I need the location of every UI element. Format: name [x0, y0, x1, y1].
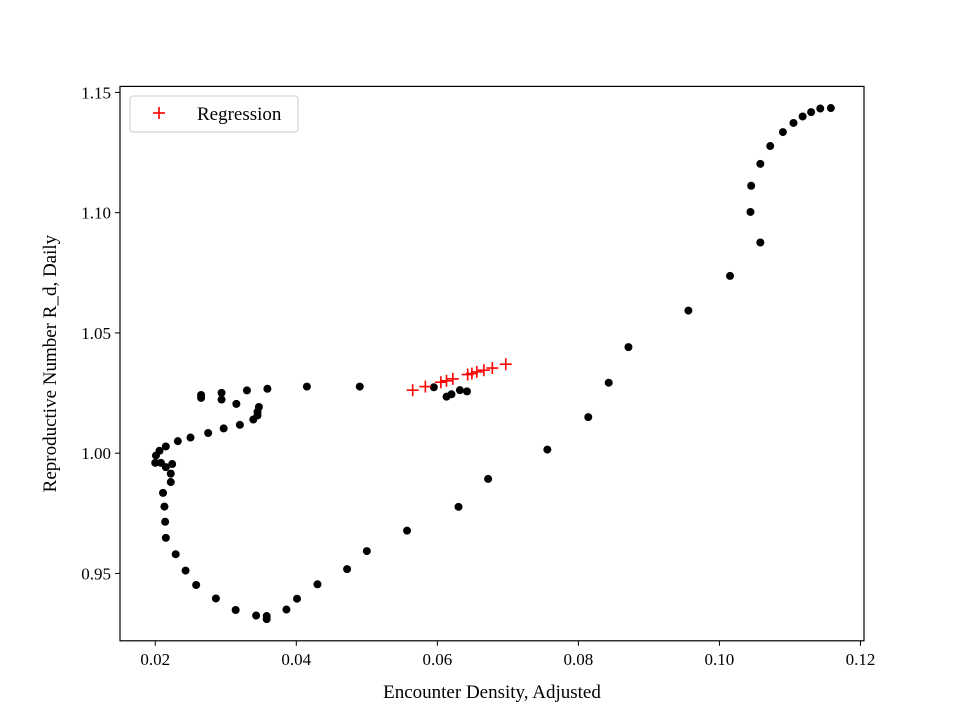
data-point: [684, 306, 693, 315]
data-point: [355, 382, 364, 391]
regression-point: [499, 358, 512, 371]
data-point: [343, 565, 352, 574]
legend-plus-icon: [153, 107, 165, 119]
y-tick-label: 1.00: [81, 444, 111, 463]
regression-point: [446, 372, 459, 385]
data-point: [756, 238, 765, 247]
data-point: [171, 550, 180, 559]
plot-frame: [119, 85, 865, 642]
x-tick-label: 0.08: [564, 650, 594, 669]
y-tick-label: 1.05: [81, 324, 111, 343]
data-point: [204, 428, 213, 437]
regression-point: [477, 364, 490, 377]
data-point: [219, 424, 228, 433]
legend: Regression: [129, 95, 299, 133]
data-point: [232, 399, 241, 408]
data-point: [447, 390, 456, 399]
data-point: [543, 445, 552, 454]
y-tick-label: 1.10: [81, 204, 111, 223]
data-point: [362, 547, 371, 556]
regression-point: [434, 376, 447, 389]
x-axis-ticks: 0.02 0.04 0.06 0.08 0.10 0.12: [140, 640, 876, 669]
data-point: [807, 108, 816, 117]
data-point: [217, 388, 226, 397]
x-tick-label: 0.06: [422, 650, 452, 669]
x-tick-label: 0.04: [281, 650, 311, 669]
x-axis-label: Encounter Density, Adjusted: [383, 682, 601, 703]
data-point: [816, 104, 825, 113]
data-point: [798, 112, 807, 121]
data-point: [455, 386, 464, 395]
x-tick-label: 0.02: [140, 650, 170, 669]
data-point: [789, 118, 798, 127]
regression-point: [465, 367, 478, 380]
data-point: [826, 104, 835, 113]
data-point: [173, 437, 182, 446]
x-tick-label: 0.12: [846, 650, 876, 669]
data-point: [778, 128, 787, 137]
data-point: [151, 458, 160, 467]
data-point: [181, 566, 190, 575]
regression-point: [486, 362, 499, 375]
data-point: [584, 413, 593, 422]
data-point: [604, 378, 613, 387]
data-point: [302, 382, 311, 391]
data-point: [454, 502, 463, 511]
legend-label-regression: Regression: [197, 104, 282, 125]
data-point: [156, 458, 165, 467]
data-point: [155, 446, 164, 455]
data-point: [282, 605, 291, 614]
data-point: [293, 594, 302, 603]
data-point: [161, 442, 170, 451]
data-point: [262, 612, 271, 621]
data-point: [766, 142, 775, 151]
data-point: [403, 526, 412, 535]
data-point: [252, 611, 261, 620]
y-tick-label: 0.95: [81, 564, 111, 583]
data-point: [217, 395, 226, 404]
x-tick-label: 0.10: [705, 650, 735, 669]
data-point: [484, 474, 493, 483]
data-point: [159, 488, 168, 497]
legend-marker-regression: [153, 107, 165, 119]
data-point: [462, 387, 471, 396]
data-point: [186, 433, 195, 442]
data-point: [624, 343, 633, 352]
y-axis-label: Reproductive Number R_d, Daily: [40, 234, 61, 492]
data-point: [192, 580, 201, 589]
regression-point: [419, 380, 432, 393]
legend-box: [129, 95, 299, 133]
data-point: [160, 502, 169, 511]
data-point: [166, 469, 175, 478]
data-point: [211, 594, 220, 603]
data-marks: [151, 104, 835, 624]
data-point: [235, 420, 244, 429]
data-point: [166, 478, 175, 487]
data-point: [746, 207, 755, 216]
data-point: [168, 460, 177, 469]
data-point: [263, 384, 272, 393]
data-point: [726, 271, 735, 280]
regression-point: [406, 384, 419, 397]
data-point: [242, 386, 251, 395]
y-tick-label: 1.15: [81, 83, 111, 102]
data-point: [197, 390, 206, 399]
data-point: [756, 159, 765, 168]
data-point: [161, 533, 170, 542]
data-point: [747, 181, 756, 190]
data-point: [429, 383, 438, 392]
regression-point: [470, 365, 483, 378]
data-point: [231, 606, 240, 615]
y-axis-ticks: 0.95 1.00 1.05 1.10 1.15: [81, 83, 120, 583]
data-point: [161, 517, 170, 526]
data-point: [313, 580, 322, 589]
regression-point: [440, 374, 453, 387]
data-point: [254, 403, 263, 412]
